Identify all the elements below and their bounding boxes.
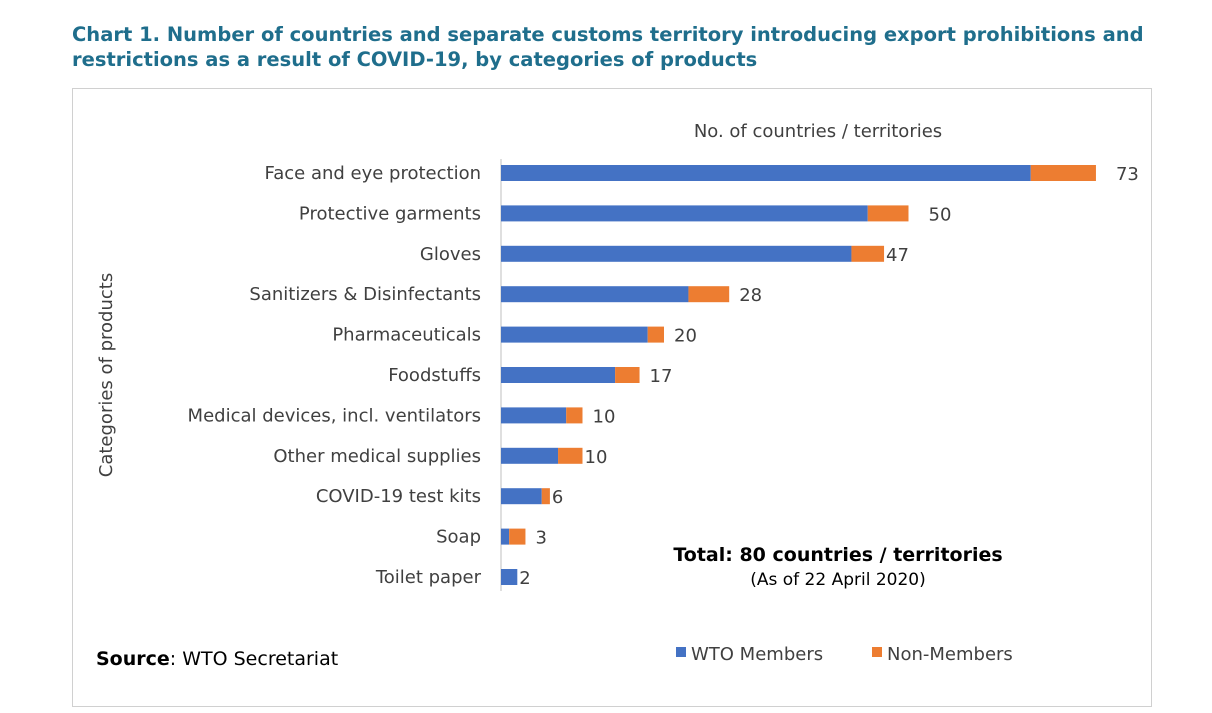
bar-non-members — [509, 528, 526, 545]
legend-label-non: Non-Members — [887, 644, 1013, 665]
category-label: Protective garments — [299, 203, 481, 224]
data-label: 10 — [593, 406, 616, 427]
bar-non-members — [688, 286, 730, 303]
source-note: Source: WTO Secretariat — [96, 648, 338, 670]
bar-wto-members — [501, 407, 567, 424]
legend-swatch-wto — [676, 647, 686, 657]
annotation-subline: (As of 22 April 2020) — [750, 570, 926, 590]
data-label: 2 — [519, 568, 530, 589]
data-label: 47 — [886, 245, 909, 266]
bar-wto-members — [501, 205, 868, 222]
bar-wto-members — [501, 528, 510, 545]
data-label: 20 — [674, 326, 697, 347]
data-label: 17 — [650, 366, 673, 387]
bar-wto-members — [501, 245, 852, 262]
bar-wto-members — [501, 447, 559, 464]
bar-wto-members — [501, 165, 1031, 181]
bar-wto-members — [501, 286, 689, 303]
data-label: 50 — [929, 204, 952, 225]
category-label: Sanitizers & Disinfectants — [249, 284, 481, 305]
category-label: Soap — [436, 527, 481, 548]
category-label: Foodstuffs — [388, 365, 481, 386]
bar-non-members — [615, 367, 640, 383]
category-label: Medical devices, incl. ventilators — [188, 405, 481, 426]
bar-non-members — [541, 488, 550, 505]
bar-wto-members — [501, 326, 648, 343]
legend-swatch-non — [872, 647, 882, 657]
bar-wto-members — [501, 367, 616, 383]
data-label: 10 — [585, 447, 608, 468]
data-label: 3 — [535, 528, 546, 549]
bar-non-members — [647, 326, 664, 343]
category-label: Toilet paper — [375, 567, 482, 588]
data-label: 6 — [552, 487, 563, 508]
category-label: Other medical supplies — [273, 446, 481, 467]
source-label: Source — [96, 648, 170, 670]
chart-title: Chart 1. Number of countries and separat… — [72, 23, 1144, 71]
source-text: : WTO Secretariat — [169, 648, 339, 670]
plot-heading: No. of countries / territories — [694, 121, 942, 142]
category-label: Gloves — [420, 244, 481, 265]
bar-wto-members — [501, 569, 518, 585]
bar-non-members — [867, 205, 909, 222]
category-label: Face and eye protection — [265, 163, 481, 184]
legend-label-wto: WTO Members — [691, 644, 823, 665]
chart-frame — [72, 88, 1152, 707]
data-label: 28 — [739, 285, 762, 306]
annotation-headline: Total: 80 countries / territories — [673, 544, 1002, 566]
bar-non-members — [1030, 165, 1096, 181]
bar-non-members — [851, 245, 885, 262]
bar-non-members — [558, 447, 583, 464]
bar-non-members — [566, 407, 583, 424]
bar-wto-members — [501, 488, 542, 505]
data-label: 73 — [1116, 164, 1139, 185]
y-axis-title: Categories of products — [96, 273, 117, 477]
category-label: Pharmaceuticals — [332, 325, 481, 346]
category-label: COVID-19 test kits — [316, 486, 481, 507]
